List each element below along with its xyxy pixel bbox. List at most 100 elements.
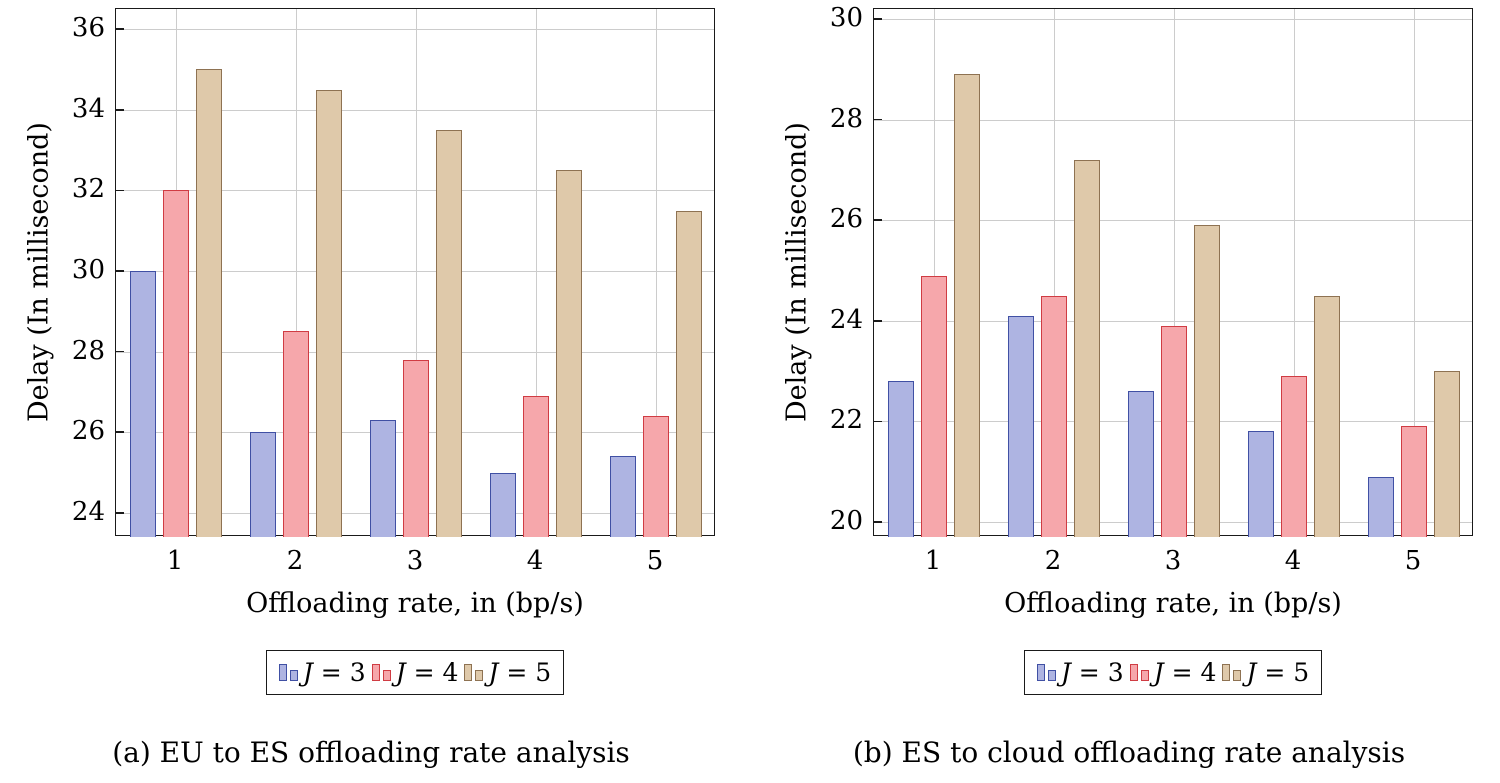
gridline-horizontal [874,119,1472,121]
legend-entry: J = 5 [464,658,551,687]
legend-label: J = 3 [302,658,366,687]
legend-bar-glyph [1036,664,1045,681]
x-axis-label: Offloading rate, in (bp/s) [1004,588,1342,619]
y-tick-label: 28 [829,103,863,134]
gridline-horizontal [116,351,714,353]
legend: J = 3 J = 4 J = 5 [873,650,1473,695]
gridline-vertical [1054,9,1055,535]
bar-J=4-x3 [403,359,429,537]
bar-J=3-x2 [1008,315,1034,537]
bar-legend-icon [464,664,484,681]
bar-legend-icon [1222,664,1242,681]
bar-J=5-x3 [436,129,462,537]
legend-bar-glyph [1233,670,1242,681]
legend-label: J = 5 [1246,658,1310,687]
bar-J=5-x1 [954,74,980,537]
legend-entry: J = 3 [278,658,366,687]
x-axis-label: Offloading rate, in (bp/s) [246,588,584,619]
y-tick-mark [116,431,124,433]
gridline-horizontal [874,220,1472,222]
gridline-vertical [656,9,657,535]
bar-J=3-x1 [888,381,914,537]
gridline-horizontal [116,109,714,111]
legend: J = 3 J = 4 J = 5 [115,650,715,695]
legend-bar-glyph [1140,670,1149,681]
gridline-vertical [1174,9,1175,535]
bar-J=3-x4 [1248,431,1274,537]
bar-J=4-x4 [523,395,549,537]
legend-box: J = 3 J = 4 J = 5 [265,650,565,695]
legend-entry: J = 3 [1036,658,1124,687]
legend-entry: J = 4 [371,658,459,687]
bar-J=3-x2 [250,432,276,537]
bar-J=3-x3 [370,420,396,537]
x-tick-label: 2 [286,546,304,576]
y-tick-label: 32 [71,174,105,205]
legend-bar-glyph [464,664,473,681]
bar-J=3-x4 [490,472,516,537]
bar-J=5-x2 [1074,159,1100,537]
y-tick-label: 30 [829,3,863,34]
bar-J=5-x1 [196,69,222,537]
gridline-vertical [1414,9,1415,535]
legend-bar-glyph [382,670,391,681]
y-tick-mark [116,189,124,192]
bar-legend-icon [1129,664,1149,681]
y-tick-label: 26 [829,204,863,235]
legend-entry: J = 4 [1129,658,1216,687]
y-tick-mark [116,350,124,353]
bar-J=4-x5 [643,416,669,537]
y-tick-label: 26 [71,416,105,447]
y-tick-mark [874,18,882,20]
y-tick-label: 24 [71,496,105,527]
bar-J=4-x2 [283,331,309,537]
bar-J=4-x2 [1041,295,1067,537]
x-tick-label: 4 [1284,546,1302,576]
y-tick-mark [116,270,124,272]
gridline-horizontal [116,29,714,31]
y-tick-label: 28 [71,335,105,366]
plot-area [873,8,1473,537]
x-axis-tick-labels: 1 2 3 4 5 [115,544,715,578]
legend-label: J = 4 [395,658,459,687]
x-tick-label: 5 [646,546,664,576]
bar-J=5-x4 [1314,295,1340,537]
chart-caption: (b) ES to cloud offloading rate analysis [852,736,1406,769]
legend-bar-glyph [289,670,298,681]
gridline-vertical [536,9,537,535]
bar-J=4-x1 [163,190,189,537]
y-tick-mark [874,320,882,322]
bar-legend-icon [278,664,298,681]
y-tick-label: 36 [71,13,105,44]
bar-J=4-x4 [1281,376,1307,537]
y-tick-mark [116,28,124,30]
legend-label: J = 5 [488,658,552,687]
y-tick-mark [874,118,882,121]
bar-J=4-x5 [1401,426,1427,537]
gridline-horizontal [874,320,1472,322]
bar-legend-icon [371,664,391,681]
gridline-vertical [296,9,297,535]
y-tick-mark [116,512,124,514]
y-tick-label: 34 [71,93,105,124]
bar-J=5-x5 [676,210,702,537]
y-tick-label: 22 [829,405,863,436]
y-tick-label: 20 [829,505,863,536]
legend-bar-glyph [475,670,484,681]
gridline-horizontal [116,190,714,192]
bar-J=4-x3 [1161,325,1187,537]
x-tick-label: 3 [1164,546,1182,576]
y-tick-mark [116,109,124,111]
y-axis-tick-labels: 20 22 24 26 28 30 [765,3,863,536]
bar-legend-icon [1036,664,1056,681]
x-tick-label: 4 [526,546,544,576]
x-tick-label: 3 [406,546,424,576]
bar-J=5-x5 [1434,371,1460,537]
y-tick-label: 30 [71,254,105,285]
legend-bar-glyph [371,664,380,681]
legend-label: J = 3 [1060,658,1124,687]
y-axis-tick-labels: 24 26 28 30 32 34 36 [7,8,105,536]
x-tick-label: 1 [924,546,942,576]
